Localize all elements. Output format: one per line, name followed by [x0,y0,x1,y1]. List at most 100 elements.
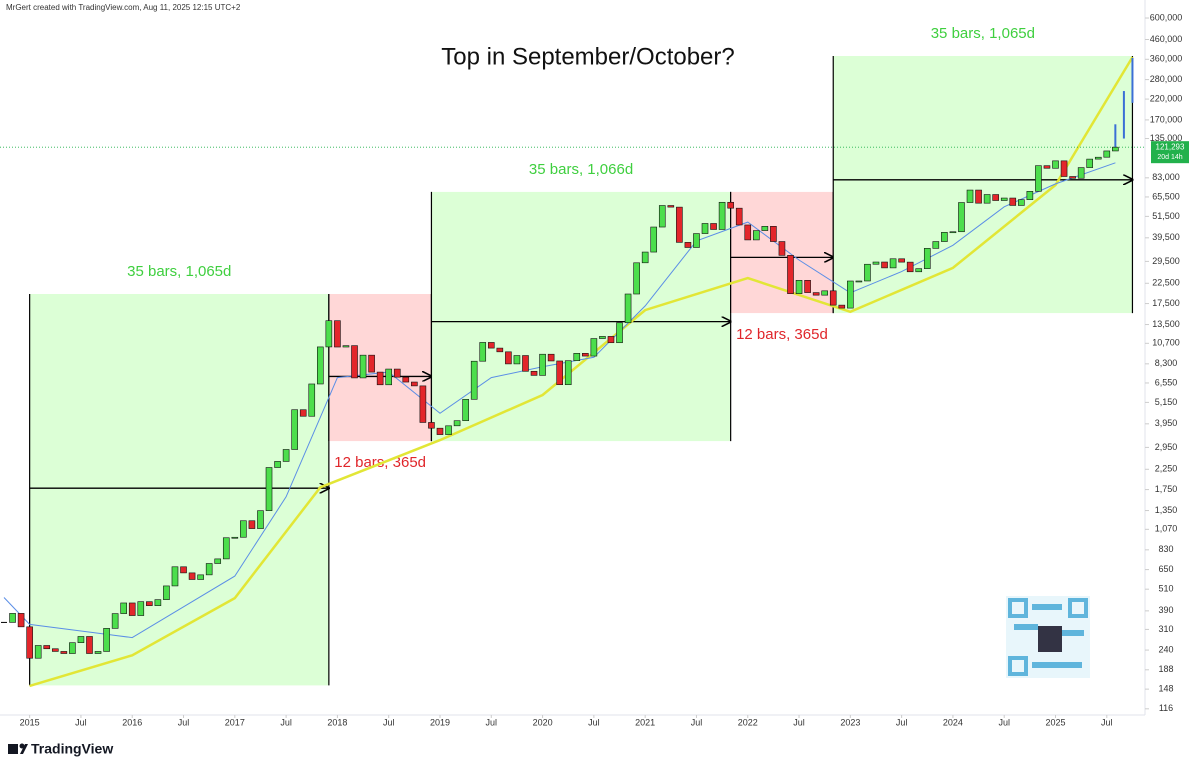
candle [411,381,418,387]
x-tick-label: Jul [998,717,1010,727]
candle [599,336,606,339]
candle [727,201,734,209]
price-box [1151,141,1189,164]
candle [479,342,487,362]
candle [735,207,743,226]
x-tick-label: Jul [178,717,190,727]
y-tick-label: 5,150 [1155,397,1178,407]
candle [684,242,692,248]
candle [453,420,461,427]
candle [829,290,837,306]
candle [385,368,392,386]
y-tick-label: 460,000 [1150,34,1183,44]
candle [351,345,358,379]
candle [616,322,623,344]
candle [120,602,127,614]
y-tick-label: 83,000 [1152,172,1180,182]
y-tick-label: 650 [1158,564,1173,574]
candle [205,563,213,576]
candle [1103,150,1111,158]
candle [949,231,957,234]
candle [496,347,504,353]
y-tick-label: 600,000 [1150,12,1183,22]
candle [69,642,76,654]
candle [393,368,401,378]
y-tick-label: 1,070 [1155,524,1178,534]
zone [328,294,432,442]
candle [633,262,640,295]
candle [641,251,649,264]
candle [240,520,247,538]
x-tick-label: Jul [280,717,292,727]
candle [710,223,717,230]
candle [701,223,709,234]
candle [359,354,367,379]
candle [787,255,794,294]
logo: TradingView [8,741,113,757]
y-tick-label: 8,300 [1155,358,1178,368]
y-tick-label: 13,500 [1152,319,1180,329]
candle [530,370,538,376]
y-tick-label: 2,250 [1155,464,1178,474]
candle [1112,146,1119,152]
candle [607,336,615,344]
candle [889,258,897,269]
candle [564,360,572,386]
candle [847,280,854,309]
zone [431,191,731,442]
candle [60,651,68,654]
candle [163,585,170,600]
candle [1000,197,1008,201]
candle [1009,197,1017,206]
y-tick-label: 135,000 [1150,133,1183,143]
x-tick-label: Jul [691,717,703,727]
candle [872,261,880,265]
candle [881,261,888,269]
candle [419,385,427,423]
zone-label: 12 bars, 365d [736,326,828,343]
y-tick-label: 22,500 [1152,278,1180,288]
candle [795,280,803,294]
y-tick-label: 10,700 [1152,338,1180,348]
candle [547,353,555,362]
y-tick-label: 310 [1158,624,1173,634]
candle [146,601,153,606]
y-tick-label: 170,000 [1150,114,1183,124]
candle [744,224,752,241]
candle [9,613,16,623]
y-tick-label: 29,500 [1152,256,1180,266]
candle [658,205,666,228]
candle [582,353,589,357]
x-tick-label: 2017 [225,717,245,727]
candle [573,353,581,361]
curve [3,162,1116,639]
candle [932,241,940,249]
candle [334,320,341,348]
x-tick-label: 2024 [943,717,963,727]
x-tick-label: 2016 [122,717,142,727]
candle [761,226,769,231]
candle [1035,165,1042,192]
zone-label: 35 bars, 1,066d [529,161,633,178]
zone [29,294,329,686]
x-tick-label: 2019 [430,717,450,727]
candle [282,449,290,462]
y-tick-label: 1,750 [1155,484,1178,494]
footer: TradingView [31,741,113,757]
candle [941,232,948,242]
x-tick-label: 2020 [533,717,553,727]
candle [188,572,196,580]
candle [43,645,51,650]
candle [975,189,982,204]
chart-title: Top in September/October? [441,43,735,70]
candle [983,194,991,204]
candle [915,268,923,273]
y-tick-label: 188 [1158,664,1173,674]
candle [958,202,965,233]
candle [470,360,478,400]
candle [522,355,529,372]
candle [86,636,93,654]
candle [1094,156,1102,160]
candle [1018,199,1025,206]
y-tick-label: 39,500 [1152,232,1180,242]
